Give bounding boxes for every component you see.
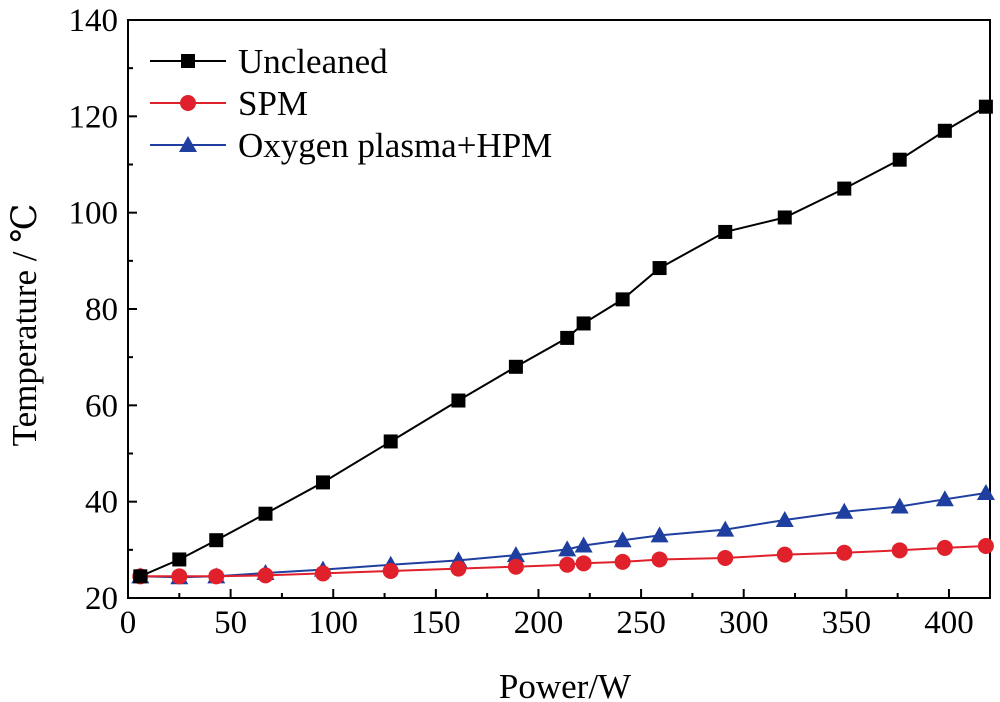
data-point <box>776 546 793 563</box>
data-point <box>650 526 669 543</box>
data-point <box>257 567 274 584</box>
data-point <box>506 546 525 563</box>
series-spm <box>132 537 994 585</box>
data-point <box>507 558 524 575</box>
data-point <box>208 568 225 585</box>
data-point <box>978 99 993 114</box>
data-point <box>315 475 330 490</box>
x-tick-label: 200 <box>514 605 564 641</box>
data-point <box>977 537 994 554</box>
data-point <box>209 533 224 548</box>
x-axis: 0 50 100 150 200 250 300 350 400 <box>120 589 974 641</box>
data-point <box>835 502 854 519</box>
legend-label: Uncleaned <box>238 42 388 81</box>
x-tick-label: 300 <box>719 605 769 641</box>
data-point <box>775 510 794 527</box>
data-point <box>652 261 667 276</box>
legend-item: SPM <box>150 84 308 123</box>
x-tick-label: 150 <box>411 605 461 641</box>
x-tick-label: 0 <box>120 605 137 641</box>
series-layer <box>131 99 995 585</box>
data-point <box>574 536 593 553</box>
y-tick-label: 100 <box>69 196 119 232</box>
x-tick-label: 400 <box>924 605 974 641</box>
x-tick-label: 50 <box>214 605 247 641</box>
data-point <box>451 393 466 408</box>
legend-marker <box>181 54 195 68</box>
y-tick-label: 20 <box>85 581 118 617</box>
legend-label: Oxygen plasma+HPM <box>238 126 552 165</box>
data-point <box>575 555 592 572</box>
data-point <box>935 490 954 507</box>
legend-item: Uncleaned <box>150 42 388 81</box>
data-point <box>613 531 632 548</box>
data-point <box>890 497 909 514</box>
y-tick-label: 40 <box>85 485 118 521</box>
series-uncleaned <box>133 99 993 584</box>
data-point <box>615 292 630 307</box>
y-tick-label: 140 <box>69 3 119 39</box>
data-point <box>133 569 148 584</box>
data-point <box>383 434 398 449</box>
y-tick-label: 120 <box>69 99 119 135</box>
y-tick-label: 80 <box>85 292 118 328</box>
data-point <box>576 316 591 331</box>
y-axis-title: Temperature / ℃ <box>5 204 44 447</box>
legend-marker <box>179 136 197 152</box>
data-point <box>837 181 852 196</box>
data-point <box>258 506 273 521</box>
data-point <box>716 520 735 537</box>
data-point <box>559 556 576 573</box>
data-point <box>777 210 792 225</box>
data-point <box>560 330 575 345</box>
data-point <box>171 568 188 585</box>
data-point <box>382 563 399 580</box>
data-point <box>937 123 952 138</box>
legend-item: Oxygen plasma+HPM <box>150 126 552 165</box>
data-point <box>651 551 668 568</box>
data-point <box>508 359 523 374</box>
legend-label: SPM <box>238 84 308 123</box>
data-point <box>717 550 734 567</box>
legend-marker <box>180 95 196 111</box>
data-point <box>836 544 853 561</box>
data-point <box>172 552 187 567</box>
x-tick-label: 350 <box>822 605 872 641</box>
data-point <box>450 560 467 577</box>
data-point <box>614 553 631 570</box>
series-line <box>139 105 987 578</box>
data-point <box>936 539 953 556</box>
y-axis: 20 40 60 80 100 120 140 <box>69 3 137 617</box>
data-point <box>558 540 577 557</box>
series-line <box>140 492 987 579</box>
data-point <box>718 224 733 239</box>
data-point <box>891 542 908 559</box>
data-point <box>976 483 995 500</box>
x-tick-label: 100 <box>308 605 358 641</box>
y-tick-label: 60 <box>85 388 118 424</box>
data-point <box>314 565 331 582</box>
series-line <box>140 545 986 578</box>
x-tick-label: 250 <box>616 605 666 641</box>
x-axis-title: Power/W <box>499 667 631 702</box>
data-point <box>892 152 907 167</box>
